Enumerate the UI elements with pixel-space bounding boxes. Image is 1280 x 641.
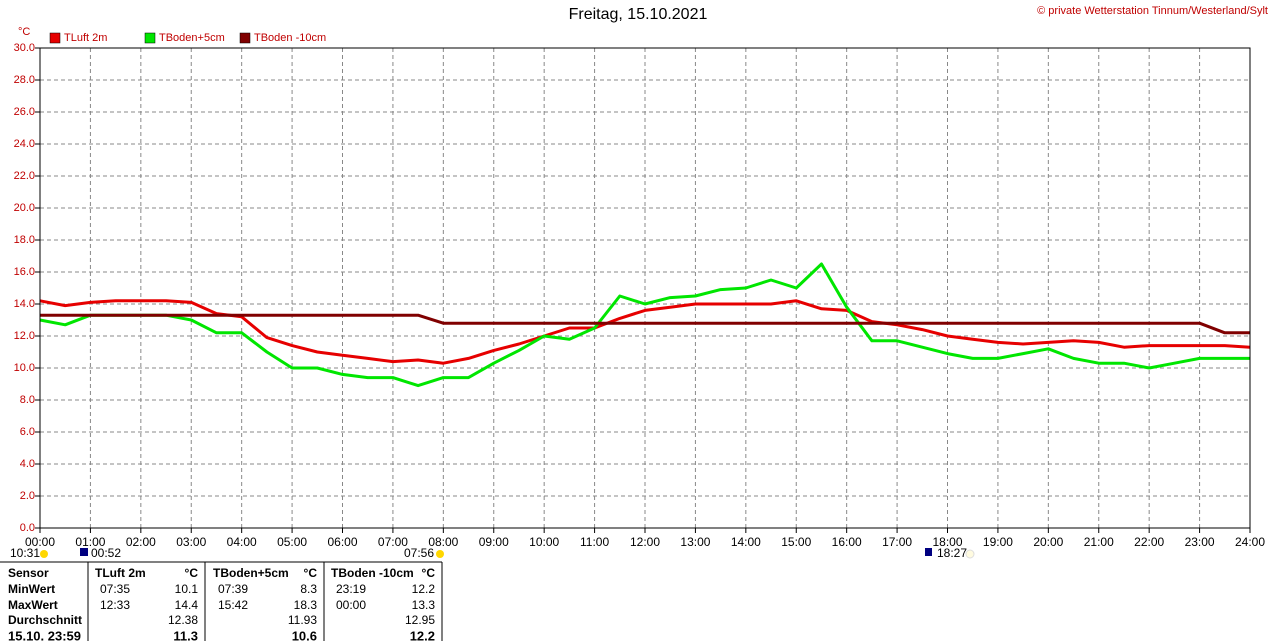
x-tick-label: 18:00: [932, 535, 962, 549]
marker-label: 10:31: [10, 546, 40, 560]
x-tick-label: 19:00: [983, 535, 1013, 549]
y-tick-label: 20.0: [14, 202, 35, 214]
y-tick-label: 24.0: [14, 138, 35, 150]
cell-time: 07:35: [100, 582, 130, 596]
x-tick-label: 11:00: [580, 535, 609, 549]
marker-label: 18:27: [937, 546, 967, 560]
sun-icon: [965, 549, 975, 559]
x-tick-label: 10:00: [529, 535, 559, 549]
cell-value: 10.6: [292, 628, 317, 641]
chart-title: Freitag, 15.10.2021: [569, 6, 708, 23]
x-tick-label: 13:00: [680, 535, 710, 549]
cell-value: 14.4: [175, 598, 199, 612]
y-tick-label: 4.0: [20, 458, 35, 470]
cell-value: 12.2: [412, 582, 436, 596]
stats-table: Sensor TLuft 2m °C TBoden+5cm °C TBoden -10c…: [0, 561, 443, 641]
x-tick-label: 01:00: [75, 535, 105, 549]
x-tick-label: 09:00: [479, 535, 509, 549]
cell-time: 00:00: [336, 598, 366, 612]
row-label: 15.10. 23:59: [8, 628, 81, 641]
cell-time: 15:42: [218, 598, 248, 612]
legend-label: TBoden+5cm: [159, 32, 225, 44]
y-tick-label: 12.0: [14, 330, 35, 342]
marker-label: 07:56: [404, 546, 434, 560]
x-tick-label: 08:00: [428, 535, 458, 549]
y-tick-label: 2.0: [20, 490, 35, 502]
legend: TLuft 2m TBoden+5cm TBoden -10cm: [49, 32, 326, 44]
cell-time: 12:33: [100, 598, 130, 612]
y-tick-label: 26.0: [14, 106, 35, 118]
y-tick-label: 16.0: [14, 266, 35, 278]
cell-value: 12.2: [410, 628, 435, 641]
legend-label: TBoden -10cm: [254, 32, 326, 44]
plot-area: [39, 47, 1251, 529]
cell-value: 11.93: [288, 613, 317, 627]
cell-value: 12.95: [405, 613, 435, 627]
cell-value: 12.38: [168, 613, 198, 627]
y-tick-label: 30.0: [14, 42, 35, 54]
x-tick-label: 05:00: [277, 535, 307, 549]
x-tick-label: 20:00: [1033, 535, 1063, 549]
cell-value: 18.3: [294, 598, 318, 612]
x-tick-label: 00:00: [25, 535, 55, 549]
table-unit: °C: [304, 566, 318, 580]
table-unit: °C: [185, 566, 199, 580]
cell-value: 10.1: [175, 582, 199, 596]
x-tick-label: 22:00: [1134, 535, 1164, 549]
y-tick-label: 18.0: [14, 234, 35, 246]
cell-value: 13.3: [412, 598, 436, 612]
cell-value: 8.3: [300, 582, 317, 596]
x-tick-label: 07:00: [378, 535, 408, 549]
cell-time: 23:19: [336, 582, 366, 596]
table-header: TBoden -10cm: [331, 566, 414, 580]
y-unit: °C: [18, 26, 30, 38]
y-tick-label: 28.0: [14, 74, 35, 86]
y-tick-label: 8.0: [20, 394, 35, 406]
series-line: [40, 313, 1250, 335]
legend-swatch: [239, 32, 251, 44]
cell-value: 11.3: [173, 628, 198, 641]
table-header: TLuft 2m: [95, 566, 146, 580]
y-tick-label: 14.0: [14, 298, 35, 310]
moon-icon: [80, 548, 88, 556]
x-tick-label: 12:00: [630, 535, 660, 549]
table-unit: °C: [422, 566, 436, 580]
series-line: [39, 299, 1251, 365]
legend-swatch: [144, 32, 156, 44]
y-tick-label: 22.0: [14, 170, 35, 182]
x-tick-label: 16:00: [832, 535, 862, 549]
x-tick-label: 06:00: [327, 535, 357, 549]
x-tick-label: 23:00: [1185, 535, 1215, 549]
series-line: [39, 262, 1250, 388]
x-tick-label: 15:00: [781, 535, 811, 549]
row-label: MaxWert: [8, 598, 58, 612]
sun-icon: [436, 550, 444, 558]
cell-time: 07:39: [218, 582, 248, 596]
legend-swatch: [49, 32, 61, 44]
y-tick-label: 6.0: [20, 426, 35, 438]
x-tick-label: 02:00: [126, 535, 156, 549]
x-tick-label: 14:00: [731, 535, 761, 549]
table-header: TBoden+5cm: [213, 566, 289, 580]
copyright: © private Wetterstation Tinnum/Westerlan…: [1037, 5, 1268, 17]
row-label: MinWert: [8, 582, 55, 596]
table-header: Sensor: [8, 566, 49, 580]
x-tick-label: 17:00: [882, 535, 912, 549]
marker-label: 00:52: [91, 546, 121, 560]
x-tick-label: 04:00: [227, 535, 257, 549]
row-label: Durchschnitt: [8, 613, 82, 627]
x-tick-label: 21:00: [1084, 535, 1114, 549]
time-markers: 10:31 00:52 07:56 18:27: [10, 546, 975, 560]
legend-label: TLuft 2m: [64, 32, 107, 44]
y-tick-label: 10.0: [14, 362, 35, 374]
y-tick-label: 0.0: [20, 522, 35, 534]
x-tick-label: 24:00: [1235, 535, 1265, 549]
sun-icon: [40, 550, 48, 558]
moon-icon: [925, 548, 932, 556]
x-tick-label: 03:00: [176, 535, 206, 549]
